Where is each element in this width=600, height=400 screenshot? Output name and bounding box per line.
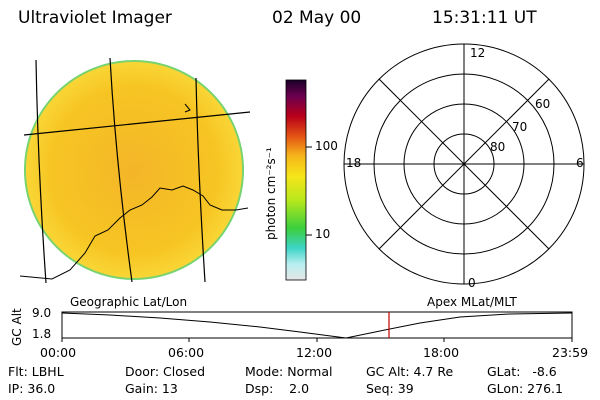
mlat-label-70: 70 — [512, 120, 528, 134]
mlt-label-18: 18 — [346, 156, 362, 170]
geographic-label: Geographic Lat/Lon — [70, 295, 188, 309]
mlat-label-60: 60 — [535, 97, 551, 111]
mlt-label-0: 0 — [468, 276, 476, 290]
mlat-label-80: 80 — [490, 140, 506, 154]
status-filter: Flt: LBHL — [8, 364, 64, 379]
colorbar-tick-label-100: 100 — [315, 139, 338, 153]
colorbar-unit-label: photon cm⁻²s⁻¹ — [264, 147, 278, 240]
apex-label: Apex MLat/MLT — [427, 295, 517, 309]
time-tick-1200: 12:00 — [296, 345, 333, 360]
altitude-axis-label: GC Alt — [10, 308, 24, 346]
meridian-line — [109, 57, 133, 283]
status-dsp: Dsp: 2.0 — [245, 381, 310, 396]
meridian-line — [35, 59, 47, 284]
time-tick-0600: 06:00 — [168, 345, 205, 360]
polar-plot — [343, 43, 585, 285]
status-ip: IP: 36.0 — [8, 381, 56, 396]
status-glat: GLat: -8.6 — [487, 364, 557, 379]
instrument-title: Ultraviolet Imager — [18, 8, 172, 28]
altitude-y-bottom: 1.8 — [32, 327, 52, 341]
status-door: Door: Closed — [125, 364, 206, 379]
status-seq: Seq: 39 — [366, 381, 414, 396]
time-tick-1800: 18:00 — [423, 345, 460, 360]
date-label: 02 May 00 — [272, 8, 362, 28]
status-gc-alt: GC Alt: 4.7 Re — [366, 364, 454, 379]
altitude-curve — [61, 312, 573, 339]
meridian-line — [195, 77, 206, 283]
coastline — [19, 103, 249, 280]
geo-grid — [23, 57, 251, 284]
status-mode: Mode: Normal — [245, 364, 333, 379]
polar-diagonal — [378, 78, 550, 250]
colorbar — [285, 79, 307, 281]
time-label: 15:31:11 UT — [432, 8, 537, 28]
time-tick-0000: 00:00 — [40, 345, 77, 360]
mlt-label-12: 12 — [470, 46, 486, 60]
status-glon: GLon: 276.1 — [487, 381, 563, 396]
time-tick-2359: 23:59 — [552, 345, 589, 360]
colorbar-tick-label-10: 10 — [315, 227, 331, 241]
disk-texture — [25, 61, 243, 279]
mlt-label-6: 6 — [576, 156, 584, 170]
parallel-line — [23, 111, 251, 136]
altitude-y-top: 9.0 — [32, 306, 52, 320]
altitude-ticks — [61, 338, 573, 342]
status-gain: Gain: 13 — [125, 381, 178, 396]
